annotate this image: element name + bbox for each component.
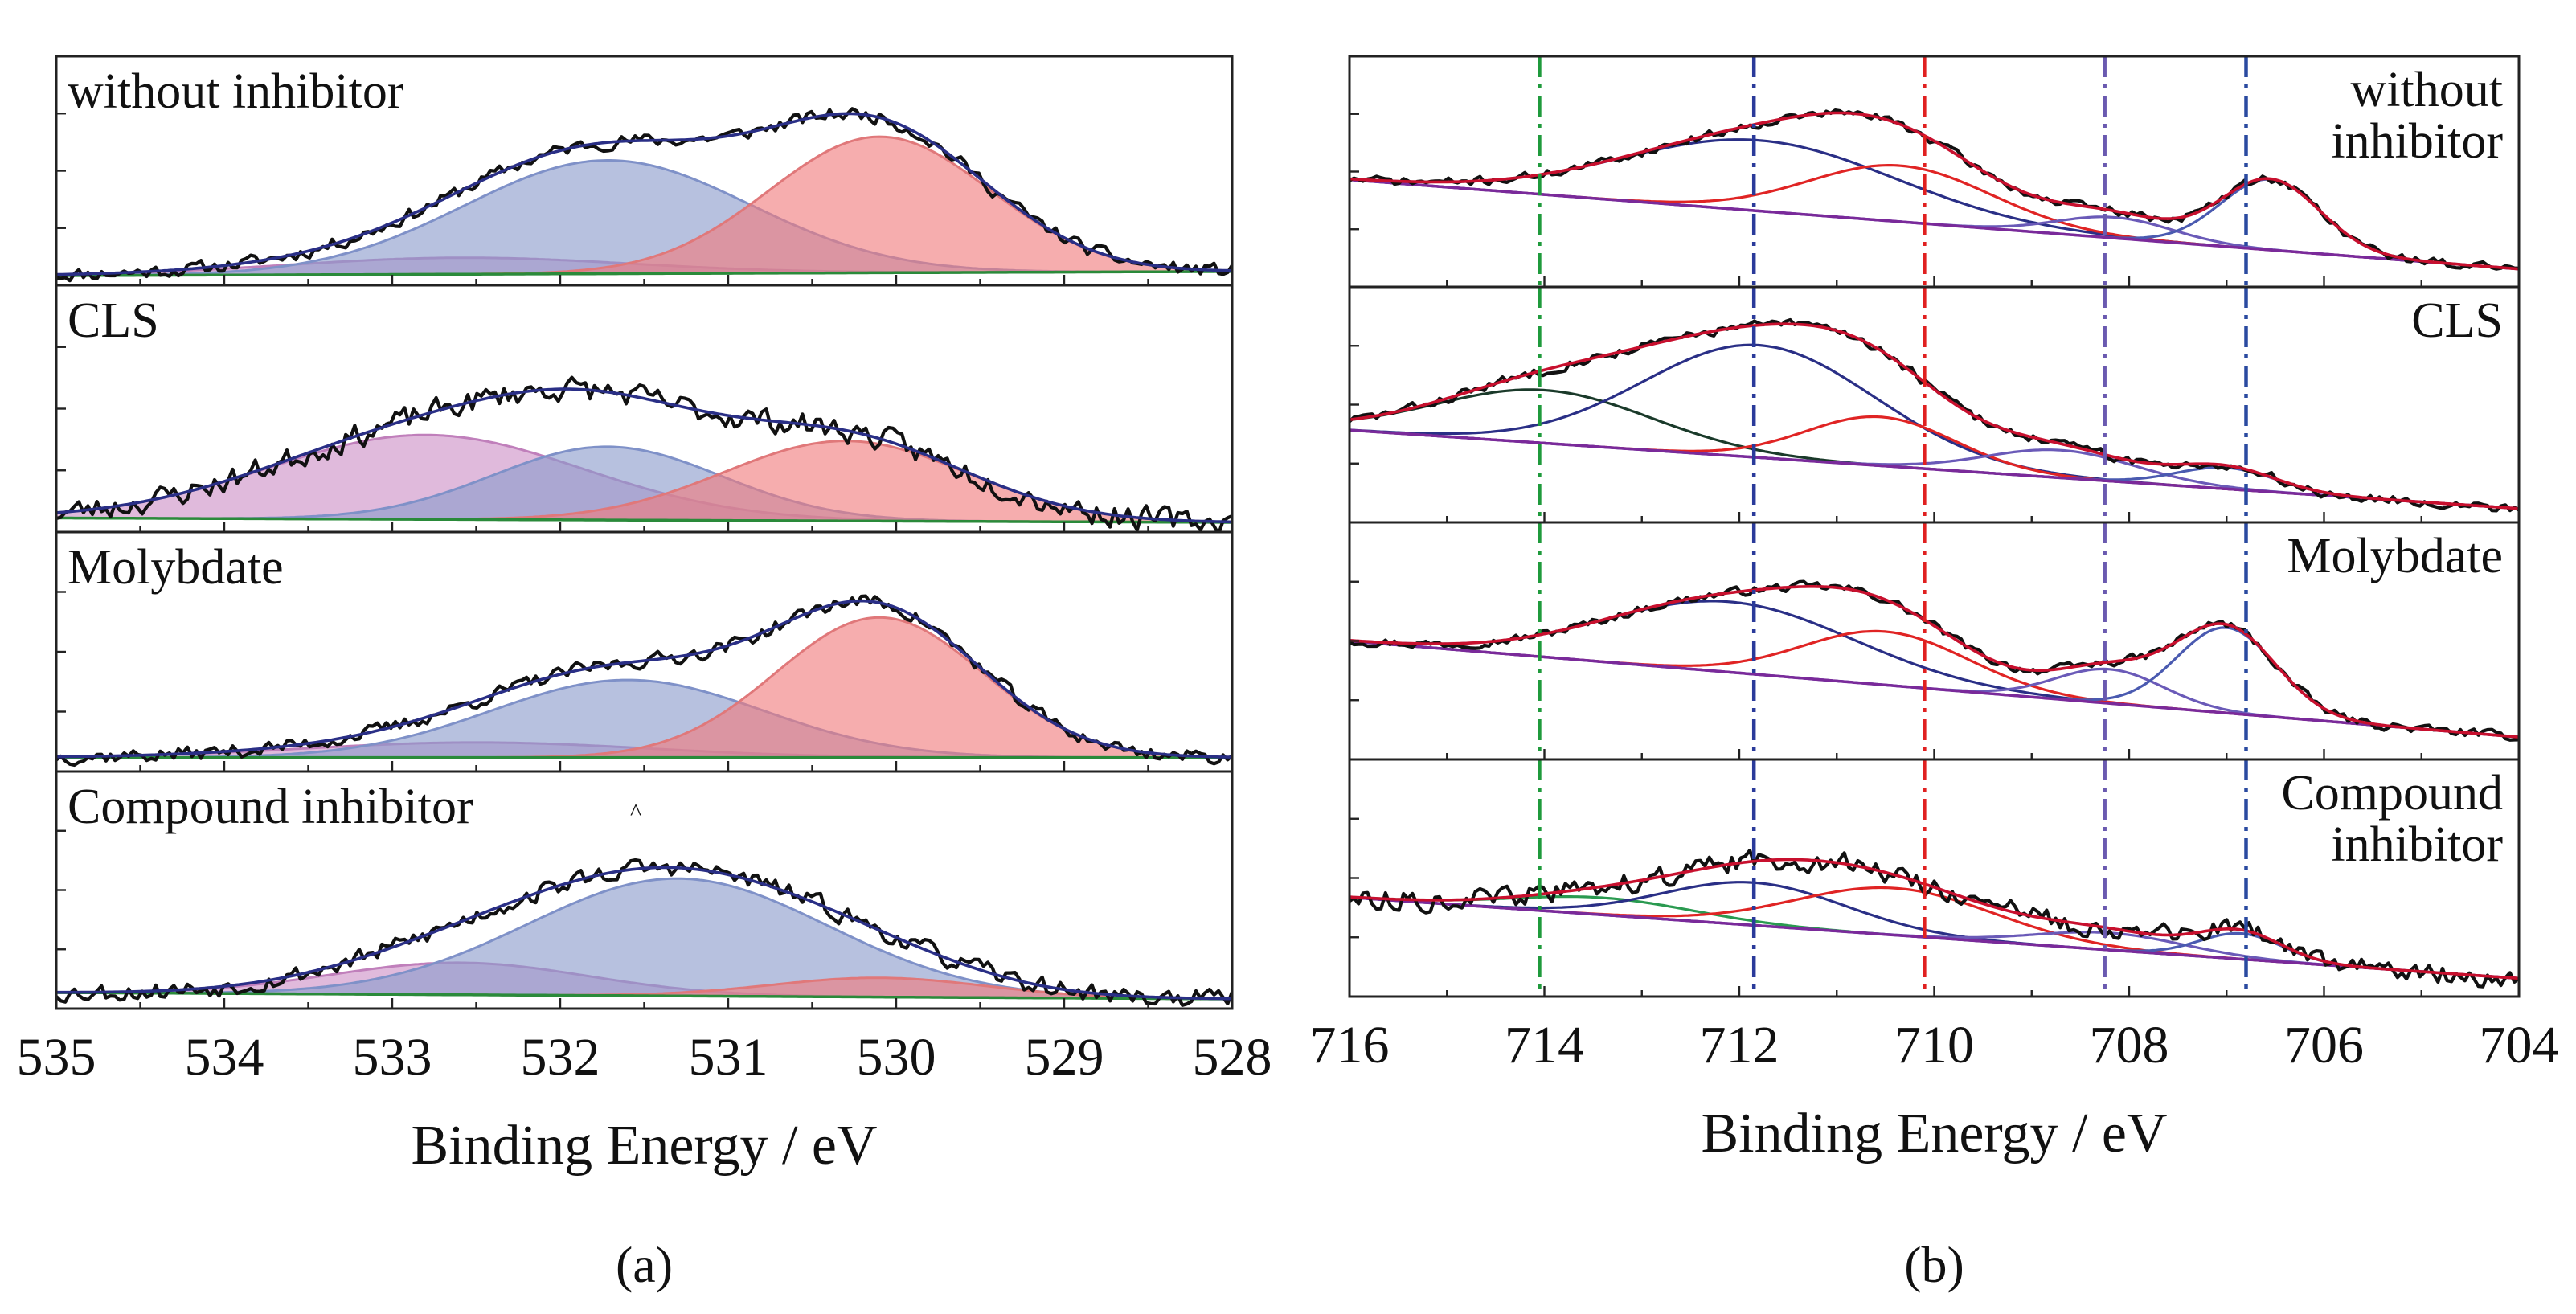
panel-plot-area (1349, 317, 2519, 513)
panel-label: Compound (2281, 766, 2503, 821)
panel-a-1: without inhibitor (55, 55, 1234, 287)
panel-label: CLS (68, 293, 159, 348)
x-tick-label: 710 (1894, 1016, 1974, 1075)
panel-label: CLS (2411, 293, 2503, 348)
chart-a: without inhibitor CLS Molybdate Compound in… (17, 55, 1272, 1293)
panel-frame (1348, 285, 2521, 524)
panel-plot-area (56, 107, 1232, 283)
x-tick-label: 534 (185, 1028, 264, 1087)
sub-caption: (a) (616, 1236, 673, 1293)
raw-data-line (56, 594, 1232, 768)
x-tick-label: 712 (1700, 1016, 1779, 1075)
panel-plot-area (56, 375, 1232, 532)
peak-fe3-line (1349, 164, 2519, 271)
panel-plot-area (56, 594, 1232, 768)
panel-label: inhibitor (2331, 817, 2503, 872)
x-tick-label: 716 (1310, 1016, 1390, 1075)
x-tick-label: 532 (521, 1028, 600, 1087)
panel-marker: ^ (630, 799, 641, 825)
chart-b: withoutinhibitorCLSMolybdateCompoundinhi… (1310, 55, 2559, 1293)
panel-b-3: Molybdate (1348, 521, 2521, 761)
panel-label: Molybdate (68, 540, 284, 595)
envelope-line (1349, 858, 2519, 980)
peak-red-area (56, 617, 1232, 758)
peak-red-area (56, 137, 1232, 276)
x-axis-label: Binding Energy / eV (411, 1115, 877, 1177)
x-tick-label: 529 (1025, 1028, 1104, 1087)
background-line (1349, 639, 2519, 739)
raw-data-line (56, 375, 1232, 532)
panel-label: without inhibitor (68, 64, 404, 119)
envelope-line (56, 387, 1232, 524)
background-line (56, 516, 1232, 524)
background-line (56, 991, 1232, 1001)
peak-red-area (56, 440, 1232, 522)
panel-label: without (2351, 63, 2503, 117)
panel-a-3: Molybdate (55, 530, 1234, 773)
raw-data-line (56, 107, 1232, 283)
peak-fe2-line (1349, 343, 2519, 510)
panel-plot-area (1349, 849, 2519, 989)
envelope-line (1349, 322, 2519, 510)
peak-extra_dark-line (1349, 388, 2519, 510)
panel-label: Compound inhibitor (68, 780, 473, 834)
panel-a-2: CLS (55, 284, 1234, 534)
peak-red-area (56, 977, 1232, 999)
peak-blue-area (56, 680, 1232, 758)
panel-a-4: Compound inhibitor ^ (55, 770, 1234, 1010)
peak-pink-area (56, 435, 1232, 522)
panel-label: inhibitor (2331, 114, 2503, 169)
x-tick-label: 714 (1505, 1016, 1584, 1075)
x-tick-label: 704 (2480, 1016, 2559, 1075)
x-tick-label: 531 (689, 1028, 768, 1087)
x-tick-label: 535 (17, 1028, 96, 1087)
x-tick-label: 528 (1193, 1028, 1272, 1087)
peak-blue-area (56, 446, 1232, 522)
envelope-line (56, 599, 1232, 759)
panel-plot-area (1349, 579, 2519, 742)
sub-caption: (b) (1904, 1236, 1964, 1293)
x-axis-label: Binding Energy / eV (1701, 1103, 2167, 1165)
x-tick-label: 533 (353, 1028, 432, 1087)
panel-plot-area (56, 858, 1232, 1007)
panel-plot-area (1349, 108, 2519, 271)
panel-label: Molybdate (2287, 529, 2503, 583)
raw-data-line (1349, 317, 2519, 513)
background-line (56, 270, 1232, 277)
x-tick-label: 708 (2090, 1016, 2169, 1075)
envelope-line (1349, 111, 2519, 271)
x-tick-label: 530 (857, 1028, 936, 1087)
peak-blue-area (56, 878, 1232, 999)
peak-blue-area (56, 160, 1232, 276)
panel-b-2: CLS (1348, 285, 2521, 524)
envelope-line (56, 866, 1232, 1001)
x-tick-label: 706 (2284, 1016, 2364, 1075)
envelope-line (56, 112, 1232, 276)
envelope-line (1349, 585, 2519, 739)
background-line (1349, 178, 2519, 271)
